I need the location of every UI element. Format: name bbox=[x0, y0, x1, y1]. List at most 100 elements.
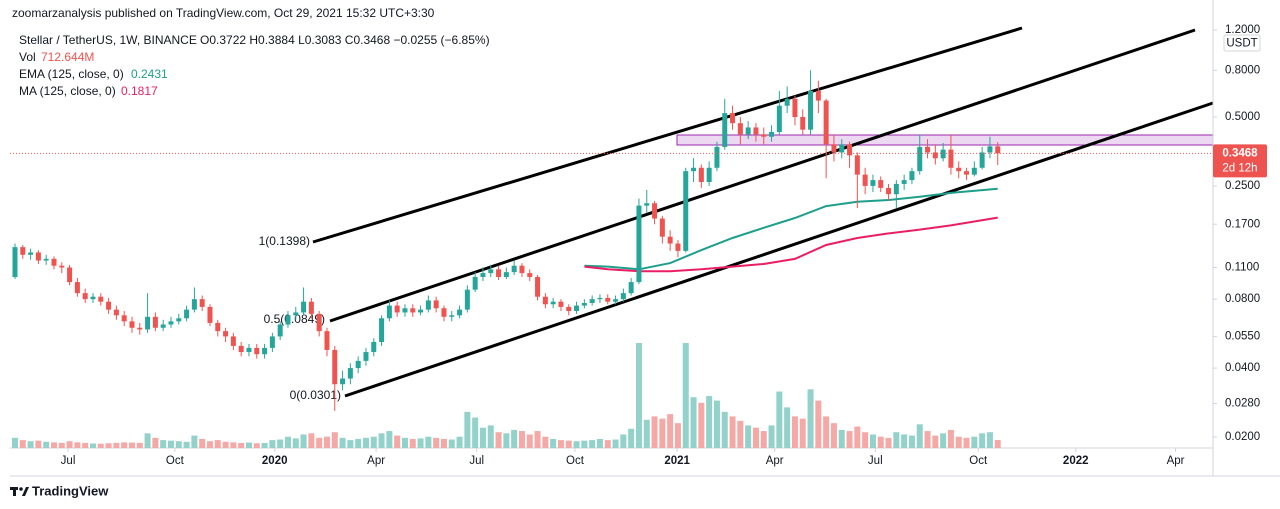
x-tick-label: Apr bbox=[367, 455, 385, 467]
y-tick-label: 0.0280 bbox=[1225, 398, 1260, 410]
candle-body bbox=[776, 105, 782, 132]
candle-body bbox=[659, 218, 665, 237]
candle-body bbox=[82, 293, 88, 300]
candle-body bbox=[51, 258, 57, 266]
volume-bar bbox=[503, 433, 510, 448]
volume-bar bbox=[589, 440, 596, 448]
candle-body bbox=[948, 149, 954, 168]
volume-bar bbox=[230, 442, 237, 448]
volume-bar bbox=[339, 437, 346, 448]
volume-bar bbox=[175, 441, 182, 448]
candle-body bbox=[527, 273, 533, 277]
candle-body bbox=[472, 276, 478, 290]
candle-body bbox=[636, 205, 642, 283]
candle-body bbox=[753, 127, 759, 135]
volume-bar bbox=[316, 437, 323, 448]
volume-bar bbox=[862, 432, 869, 448]
x-tick-label: Jul bbox=[868, 455, 883, 467]
candle-body bbox=[831, 144, 837, 153]
candle-body bbox=[706, 167, 712, 183]
volume-bar bbox=[222, 441, 229, 448]
volume-bar bbox=[854, 426, 861, 448]
candle-body bbox=[223, 331, 229, 337]
candle-body bbox=[152, 316, 158, 328]
candle-body bbox=[90, 296, 96, 300]
volume-bar bbox=[986, 432, 993, 448]
candle-body bbox=[581, 302, 587, 306]
volume-bar bbox=[940, 433, 947, 448]
candle-body bbox=[979, 152, 985, 168]
candle-body bbox=[441, 308, 447, 317]
volume-bar bbox=[994, 439, 1001, 448]
x-tick-label: 2022 bbox=[1063, 455, 1089, 467]
candle-body bbox=[480, 273, 486, 277]
volume-bar bbox=[807, 389, 814, 448]
candle-body bbox=[464, 289, 470, 310]
candle-body bbox=[410, 308, 416, 313]
volume-bar bbox=[526, 434, 533, 448]
candle-body bbox=[620, 293, 626, 300]
volume-bar bbox=[370, 436, 377, 448]
candle-body bbox=[332, 349, 338, 385]
channel-lower bbox=[344, 101, 1214, 398]
candle-body bbox=[909, 171, 915, 181]
volume-bar bbox=[58, 442, 65, 448]
volume-bar bbox=[284, 436, 291, 448]
price-tag-countdown: 2d 12h bbox=[1222, 162, 1257, 174]
candle-body bbox=[301, 301, 307, 313]
y-tick-label: 1.2000 bbox=[1225, 24, 1260, 36]
candle-body bbox=[496, 269, 502, 277]
candle-body bbox=[698, 167, 704, 183]
candle-body bbox=[74, 282, 80, 294]
volume-bar bbox=[464, 411, 471, 448]
volume-bar bbox=[479, 427, 486, 448]
y-tick-label: 0.0200 bbox=[1225, 431, 1260, 443]
volume-bar bbox=[823, 416, 830, 448]
price-tag-value: 0.3468 bbox=[1222, 147, 1258, 159]
candle-body bbox=[363, 352, 369, 361]
volume-bar bbox=[698, 402, 705, 448]
volume-bar bbox=[799, 418, 806, 448]
candle-body bbox=[886, 187, 892, 195]
candle-body bbox=[230, 336, 236, 346]
candle-body bbox=[316, 313, 322, 332]
candle-body bbox=[20, 247, 26, 255]
volume-bar bbox=[425, 436, 432, 448]
volume-bar bbox=[89, 443, 96, 448]
currency[interactable]: USDT bbox=[1226, 38, 1257, 50]
candle-body bbox=[308, 301, 314, 314]
volume-bar bbox=[908, 435, 915, 448]
volume-bar bbox=[269, 440, 276, 448]
candle-body bbox=[106, 301, 112, 310]
x-tick-label: Oct bbox=[969, 455, 988, 467]
x-tick-label: Oct bbox=[166, 455, 185, 467]
candle-body bbox=[449, 315, 455, 317]
candle-body bbox=[932, 152, 938, 159]
candle-body bbox=[113, 309, 119, 316]
volume-bar bbox=[791, 416, 798, 448]
channel-upper bbox=[312, 26, 1023, 244]
candle-body bbox=[293, 312, 299, 316]
x-tick-label: Apr bbox=[1167, 455, 1185, 467]
candle-body bbox=[371, 341, 377, 353]
y-tick-label: 0.8000 bbox=[1225, 64, 1260, 76]
logo bbox=[10, 487, 29, 496]
x-tick-label: 2020 bbox=[262, 455, 288, 467]
volume-bar bbox=[963, 437, 970, 448]
candle-body bbox=[956, 167, 962, 172]
candle-body bbox=[862, 174, 868, 186]
volume-bar bbox=[979, 433, 986, 448]
candle-body bbox=[238, 345, 244, 353]
volume-bar bbox=[947, 429, 954, 448]
symbol: Stellar / TetherUS, 1W, BINANCE bbox=[19, 33, 197, 47]
candle-body bbox=[207, 306, 213, 323]
candle-body bbox=[285, 315, 291, 325]
volume-bar bbox=[74, 442, 81, 448]
volume-bar bbox=[401, 437, 408, 448]
volume-bar bbox=[152, 437, 159, 448]
y-tick-label: 0.0800 bbox=[1225, 293, 1260, 305]
volume-bar bbox=[35, 440, 42, 448]
channel-middle bbox=[329, 28, 1196, 323]
currency-box[interactable] bbox=[1223, 34, 1261, 52]
volume-bar bbox=[253, 443, 260, 448]
